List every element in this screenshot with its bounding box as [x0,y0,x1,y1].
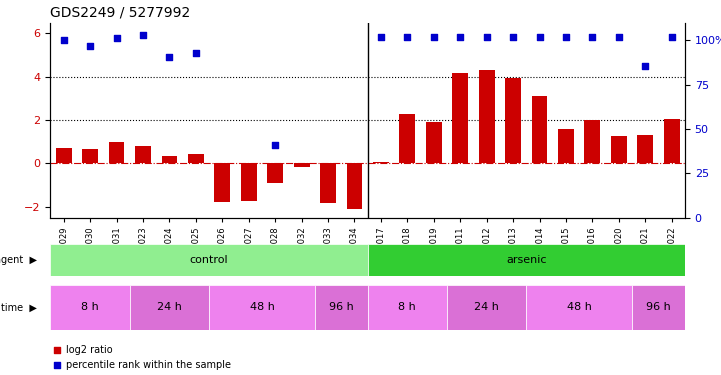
FancyBboxPatch shape [368,285,447,330]
Bar [56,148,71,164]
Point [428,34,440,40]
Text: GDS2249 / 5277992: GDS2249 / 5277992 [50,6,191,20]
Point [640,63,651,69]
Text: time  ▶: time ▶ [1,303,37,312]
Bar [452,74,468,164]
Point [84,44,96,50]
Point [454,34,466,40]
Text: 96 h: 96 h [646,303,671,312]
FancyBboxPatch shape [632,285,685,330]
Text: 48 h: 48 h [249,303,275,312]
Point [164,54,175,60]
FancyBboxPatch shape [209,285,315,330]
Point [508,34,519,40]
Bar [505,78,521,164]
Bar [479,70,495,164]
Point [111,34,123,40]
Point [375,34,386,40]
Point [481,34,492,40]
Point [190,50,202,56]
Text: 24 h: 24 h [474,303,499,312]
FancyBboxPatch shape [50,285,130,330]
Point [560,34,572,40]
Bar [162,156,177,164]
Bar [135,146,151,164]
Text: 48 h: 48 h [567,303,592,312]
FancyBboxPatch shape [447,285,526,330]
Bar [347,164,363,209]
Bar [664,119,680,164]
Point [270,142,281,148]
Point [420,299,431,305]
Bar [637,135,653,164]
Bar [293,164,309,166]
Bar [241,164,257,201]
Bar [426,122,442,164]
Point [402,34,413,40]
Bar [399,114,415,164]
Bar [611,136,627,164]
Point [58,37,69,43]
FancyBboxPatch shape [526,285,632,330]
Bar [82,149,98,164]
Bar [531,96,547,164]
Bar [109,142,125,164]
Bar [373,162,389,164]
FancyBboxPatch shape [50,244,368,276]
Text: 96 h: 96 h [329,303,353,312]
Text: agent  ▶: agent ▶ [0,255,37,265]
Text: arsenic: arsenic [506,255,547,265]
Bar [214,164,230,202]
Text: 24 h: 24 h [157,303,182,312]
Point [613,34,624,40]
Text: 8 h: 8 h [399,303,416,312]
Text: 8 h: 8 h [81,303,99,312]
Bar [558,129,574,164]
Bar [188,154,204,164]
Point [420,162,431,168]
FancyBboxPatch shape [315,285,368,330]
Point [666,34,678,40]
Point [137,33,149,39]
Point [587,34,598,40]
Bar [585,120,601,164]
Text: control: control [190,255,229,265]
Text: log2 ratio: log2 ratio [66,345,113,355]
Point [534,34,545,40]
Bar [267,164,283,183]
Bar [320,164,336,203]
FancyBboxPatch shape [368,244,685,276]
Text: percentile rank within the sample: percentile rank within the sample [66,360,231,370]
FancyBboxPatch shape [130,285,209,330]
